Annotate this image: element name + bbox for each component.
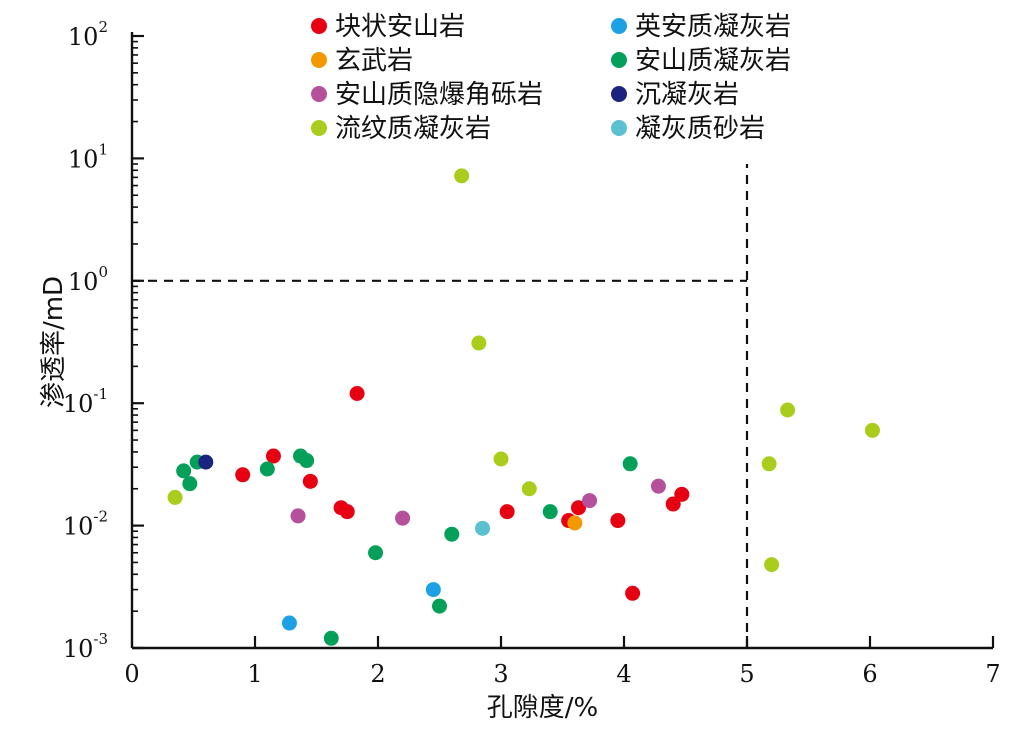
data-point: [454, 168, 470, 184]
data-point: [665, 496, 681, 512]
y-tick-label: 10-1: [63, 385, 108, 418]
data-point: [493, 451, 509, 467]
y-tick-label: 10-2: [63, 508, 108, 541]
legend-marker: [611, 18, 627, 34]
legend-label: 安山质隐爆角砾岩: [335, 80, 543, 110]
data-point: [182, 476, 198, 492]
data-point: [235, 467, 251, 483]
legend-marker: [311, 52, 327, 68]
data-point: [521, 481, 537, 497]
legend-label: 凝灰质砂岩: [635, 114, 765, 144]
legend-marker: [311, 120, 327, 136]
data-point: [339, 504, 355, 520]
axes: 0 1 2 3 4 5 6 7 102 101 100 10-1 10-2 10-3: [63, 18, 1001, 688]
data-point: [323, 630, 339, 646]
data-point: [499, 504, 515, 520]
data-point: [259, 461, 275, 477]
legend-marker: [311, 18, 327, 34]
data-point: [864, 422, 880, 438]
data-point: [281, 615, 297, 631]
legend-label: 沉凝灰岩: [635, 80, 739, 110]
legend-marker: [611, 52, 627, 68]
y-tick-label: 10-3: [63, 630, 108, 663]
data-point: [567, 515, 583, 531]
data-point: [176, 463, 192, 479]
data-point: [542, 504, 558, 520]
data-point: [471, 335, 487, 351]
data-point: [761, 456, 777, 472]
data-point: [290, 508, 306, 524]
data-point: [764, 557, 780, 573]
data-point: [425, 582, 441, 598]
data-point: [299, 453, 315, 469]
data-point: [265, 448, 281, 464]
data-point: [625, 585, 641, 601]
data-points: [167, 168, 880, 646]
x-tick-label: 3: [493, 660, 508, 688]
y-tick-label: 100: [68, 263, 108, 296]
data-point: [444, 526, 460, 542]
data-point: [570, 500, 586, 516]
data-point: [622, 456, 638, 472]
data-point: [349, 386, 365, 402]
x-tick-label: 7: [985, 660, 1000, 688]
data-point: [432, 598, 447, 614]
legend-label: 玄武岩: [335, 46, 413, 76]
legend-marker: [311, 86, 327, 102]
data-point: [582, 493, 598, 509]
y-axis-title: 渗透率/mD: [39, 276, 69, 408]
data-point: [198, 454, 214, 470]
y-tick-label: 102: [68, 18, 108, 51]
data-point: [368, 545, 384, 561]
data-point: [650, 478, 666, 494]
data-point: [302, 473, 318, 489]
data-point: [167, 489, 183, 505]
x-tick-label: 5: [739, 660, 754, 688]
data-point: [674, 486, 690, 502]
x-tick-label: 0: [124, 660, 139, 688]
y-tick-label: 101: [68, 140, 108, 173]
legend-marker: [611, 86, 627, 102]
x-tick-label: 4: [616, 660, 631, 688]
data-point: [395, 510, 411, 526]
legend-label: 英安质凝灰岩: [635, 12, 791, 42]
legend-label: 流纹质凝灰岩: [335, 114, 491, 144]
legend-label: 块状安山岩: [335, 12, 465, 42]
x-tick-label: 2: [370, 660, 385, 688]
data-point: [610, 513, 626, 529]
x-tick-label: 1: [247, 660, 262, 688]
legend-label: 安山质凝灰岩: [635, 46, 791, 76]
x-axis-title: 孔隙度/%: [487, 693, 598, 723]
legend-marker: [611, 120, 627, 136]
x-tick-label: 6: [862, 660, 877, 688]
data-point: [780, 402, 796, 418]
data-point: [475, 520, 491, 536]
reference-lines: [132, 164, 749, 648]
